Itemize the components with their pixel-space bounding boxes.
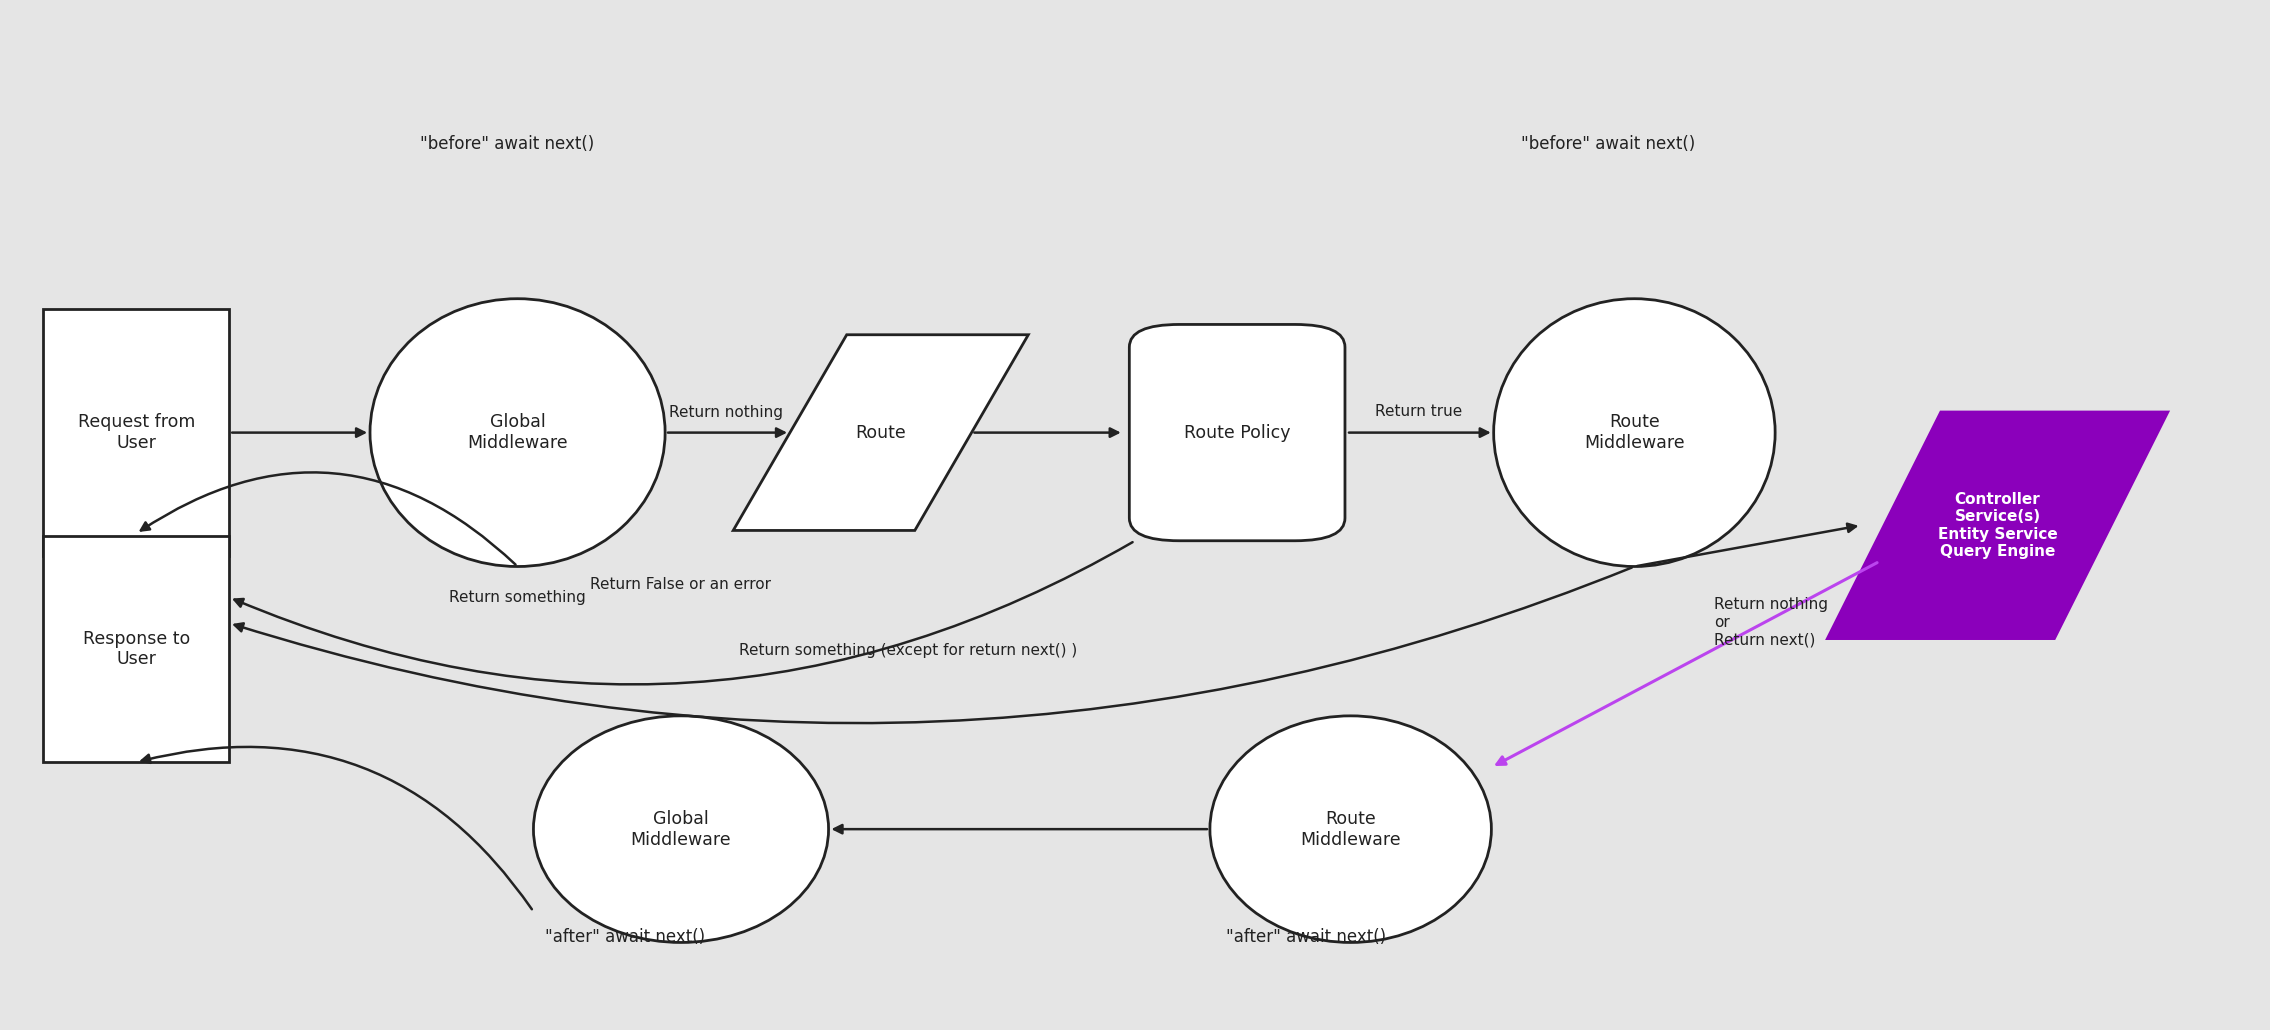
Text: Request from
User: Request from User xyxy=(77,413,195,452)
Text: "before" await next(): "before" await next() xyxy=(1521,135,1696,153)
Ellipse shape xyxy=(1494,299,1775,566)
Text: "after" await next(): "after" await next() xyxy=(1226,928,1387,947)
Ellipse shape xyxy=(533,716,829,942)
Ellipse shape xyxy=(370,299,665,566)
Text: Return something (except for return next() ): Return something (except for return next… xyxy=(738,644,1078,658)
Text: Return nothing: Return nothing xyxy=(670,405,783,419)
Polygon shape xyxy=(733,335,1028,530)
Text: Route Policy: Route Policy xyxy=(1185,423,1289,442)
Text: Route
Middleware: Route Middleware xyxy=(1584,413,1684,452)
Text: Global
Middleware: Global Middleware xyxy=(468,413,568,452)
Text: "after" await next(): "after" await next() xyxy=(545,928,706,947)
Bar xyxy=(43,309,229,556)
Polygon shape xyxy=(1827,412,2168,639)
Text: Route
Middleware: Route Middleware xyxy=(1301,810,1401,849)
Text: "before" await next(): "before" await next() xyxy=(420,135,595,153)
Text: Route: Route xyxy=(856,423,906,442)
Text: Return something: Return something xyxy=(449,590,586,605)
Text: Controller
Service(s)
Entity Service
Query Engine: Controller Service(s) Entity Service Que… xyxy=(1939,491,2057,559)
Text: Return true: Return true xyxy=(1376,405,1462,419)
Text: Global
Middleware: Global Middleware xyxy=(631,810,731,849)
Bar xyxy=(43,536,229,762)
FancyBboxPatch shape xyxy=(1130,324,1346,541)
Ellipse shape xyxy=(1210,716,1491,942)
Text: Response to
User: Response to User xyxy=(82,629,191,668)
Text: Return False or an error: Return False or an error xyxy=(590,577,772,591)
Text: Return nothing
or
Return next(): Return nothing or Return next() xyxy=(1714,597,1827,647)
